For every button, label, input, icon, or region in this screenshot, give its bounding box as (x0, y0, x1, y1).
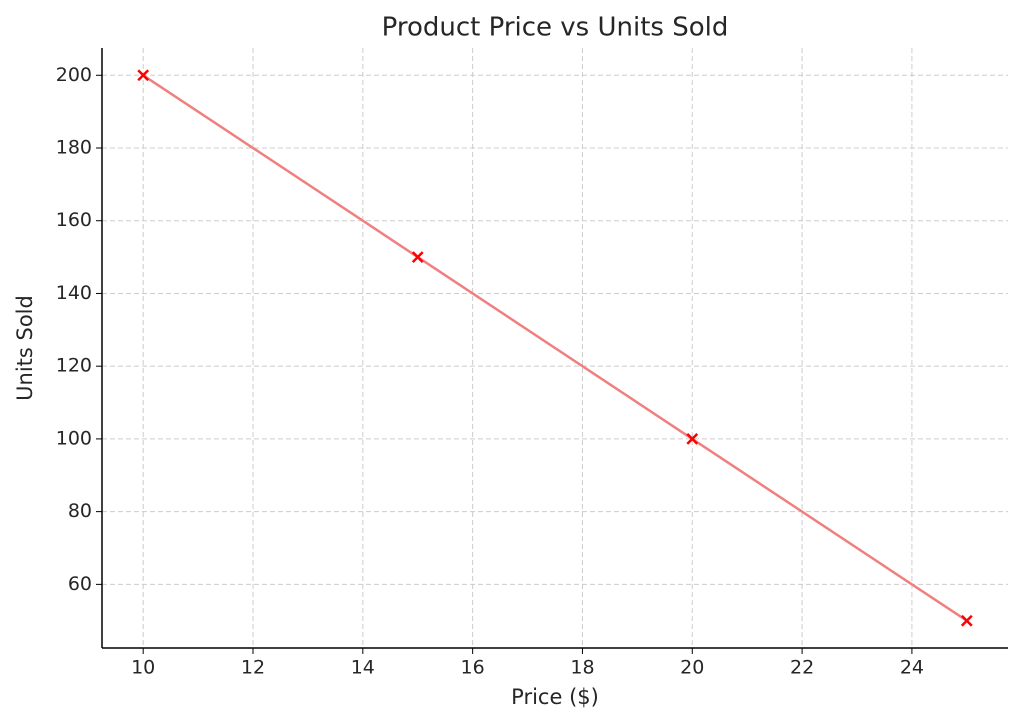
marker (137, 69, 150, 82)
line (142, 74, 968, 622)
y-tick-label: 160 (56, 209, 92, 231)
x-axis-label: Price ($) (511, 685, 599, 709)
marker (686, 433, 699, 445)
y-tick-label: 140 (56, 282, 92, 304)
x-tick-label: 22 (790, 657, 814, 679)
x-tick-label: 20 (680, 657, 704, 679)
y-tick-label: 200 (56, 64, 92, 86)
x-tick-label: 12 (241, 657, 265, 679)
y-tick-label: 120 (56, 355, 92, 377)
y-tick-label: 80 (68, 500, 92, 522)
marker (960, 614, 973, 627)
x-tick-label: 16 (461, 657, 485, 679)
marker (411, 251, 424, 263)
chart-title: Product Price vs Units Sold (382, 13, 729, 43)
y-tick-label: 60 (68, 573, 92, 595)
x-tick-label: 14 (351, 657, 375, 679)
y-axis-label: Units Sold (13, 295, 37, 401)
y-tick-label: 100 (56, 427, 92, 449)
x-tick-label: 18 (570, 657, 594, 679)
x-tick-label: 10 (131, 657, 155, 679)
x-tick-label: 24 (900, 657, 924, 679)
y-tick-label: 180 (56, 137, 92, 159)
